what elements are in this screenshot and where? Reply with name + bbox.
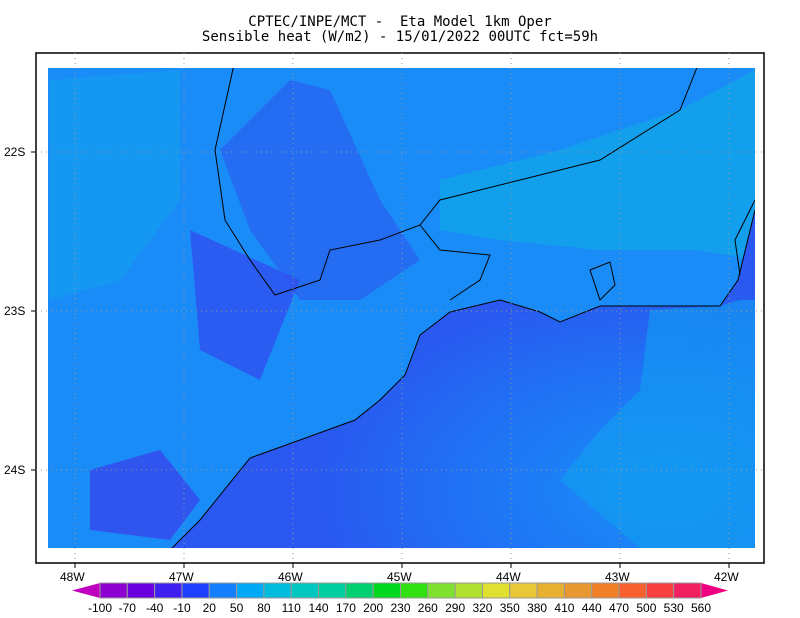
colorbar-over-arrow [701,583,728,598]
colorbar-swatch [181,582,210,599]
colorbar-label: 560 [691,601,711,615]
colorbar-swatch [236,582,265,599]
colorbar-label: -100 [88,601,112,615]
colorbar-label: 260 [418,601,438,615]
colorbar-labels: -100 -70 -40 -10 20 50 80 110 140 170 200 230 260 290… [88,601,711,615]
colorbar-label: 80 [257,601,271,615]
cool-land-band-2 [190,230,300,380]
lon-label: 47W [169,570,194,584]
lagoon-outline [589,261,616,301]
colorbar-label: 350 [500,601,520,615]
colorbar-label: 380 [527,601,547,615]
lon-label: 43W [605,570,630,584]
colorbar-swatch [126,582,156,599]
lon-label: 42W [714,570,739,584]
cool-land-band [220,80,420,300]
colorbar-label: 440 [582,601,602,615]
colorbar-swatch [481,582,511,599]
graticule [31,53,764,568]
colorbar-swatch [318,582,347,599]
lat-label: 24S [4,463,25,477]
colorbar-label: 50 [230,601,244,615]
title-line-1: CPTEC/INPE/MCT - Eta Model 1km Oper [248,14,552,30]
colorbar-label: -10 [173,601,191,615]
axis-labels: 48W 47W 46W 45W 44W 43W 42W 22S 23S 24S [4,145,739,584]
lat-label: 22S [4,145,25,159]
colorbar-label: 230 [390,601,410,615]
colorbar-under-arrow [72,583,100,598]
lon-label: 48W [60,570,85,584]
warm-land-area-west [50,70,180,300]
lat-label: 23S [4,304,25,318]
sensible-heat-field [48,68,755,548]
colorbar-label: 530 [664,601,684,615]
colorbar [72,582,728,599]
colorbar-label: 170 [336,601,356,615]
colorbar-label: -40 [146,601,164,615]
colorbar-swatch [427,582,456,599]
colorbar-swatch [618,582,647,599]
colorbar-label: -70 [119,601,137,615]
colorbar-swatch [290,582,320,599]
colorbar-swatch [263,582,292,599]
colorbar-swatch [99,582,128,599]
colorbar-label: 410 [554,601,574,615]
colorbar-swatch [400,582,429,599]
colorbar-swatch [591,582,620,599]
colorbar-label: 20 [203,601,217,615]
colorbar-label: 110 [282,601,301,615]
warm-land-area [440,70,755,260]
lon-label: 44W [496,570,521,584]
colorbar-swatch [345,582,374,599]
title-line-2: Sensible heat (W/m2) - 15/01/2022 00UTC … [201,29,599,45]
colorbar-label: 500 [636,601,656,615]
colorbar-swatch [208,582,238,599]
cool-land-band-3 [90,450,200,540]
colorbar-label: 140 [309,601,329,615]
colorbar-swatch [509,582,538,599]
state-border-2 [419,224,491,301]
coastline [171,209,755,548]
colorbar-label: 320 [472,601,492,615]
colorbar-swatch [372,582,402,599]
lon-label: 46W [278,570,303,584]
colorbar-label: 290 [445,601,465,615]
colorbar-label: 200 [363,601,383,615]
colorbar-swatch [536,582,565,599]
lon-label: 45W [387,570,412,584]
colorbar-swatch [154,582,183,599]
colorbar-swatch [673,582,702,599]
colorbar-label: 470 [609,601,629,615]
warm-ocean-area [560,300,755,548]
cape-outline [734,199,755,276]
colorbar-swatch [563,582,593,599]
state-border [214,68,698,296]
colorbar-swatch [645,582,675,599]
colorbar-swatch [454,582,483,599]
